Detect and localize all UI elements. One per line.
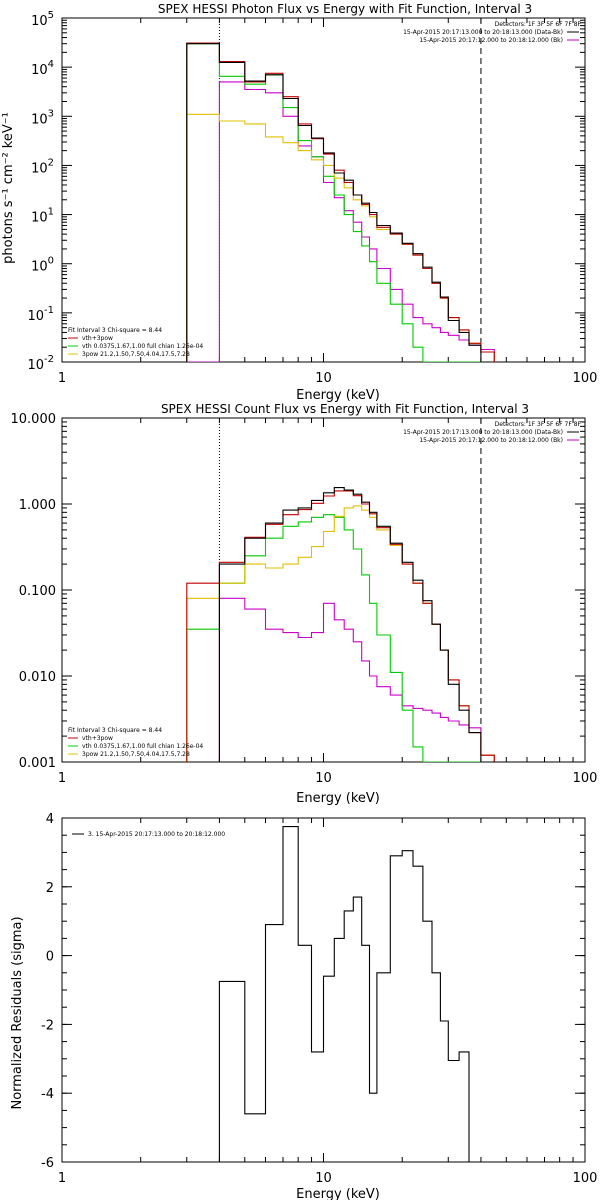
x-axis-label: Energy (keV): [296, 1187, 380, 1200]
fit-legend-entry: vth+3pow: [82, 735, 113, 742]
y-tick-label: 0.010: [19, 670, 56, 685]
fit-legend-entry: 3pow 21.2,1.50,7.50,4.04,17.5,7.28: [82, 751, 190, 758]
x-tick-label: 100: [573, 371, 598, 386]
y-tick-label: 2: [46, 881, 54, 896]
y-tick-label: 0.100: [19, 584, 56, 599]
series-data-line: [186, 43, 495, 362]
y-axis-label: photons s⁻¹ cm⁻² keV⁻¹: [1, 112, 16, 264]
x-tick-label: 100: [573, 1171, 598, 1186]
y-tick-label: 1.000: [19, 498, 56, 513]
fit-legend-header: Fit Interval 3 Chi-square = 8.44: [68, 727, 162, 734]
y-tick-label: 104: [31, 59, 54, 78]
x-axis-label: Energy (keV): [296, 791, 380, 806]
x-tick-label: 10: [315, 1171, 332, 1186]
count-flux-panel: SPEX HESSI Count Flux vs Energy with Fit…: [11, 402, 598, 806]
series-thermal-line: [186, 514, 507, 762]
panel-title: SPEX HESSI Photon Flux vs Energy with Fi…: [158, 2, 532, 16]
y-tick-label: 102: [31, 157, 54, 176]
legend-header: Detectors: 1F 3F 5F 6F 7F 8F: [495, 21, 582, 28]
fit-legend-header: Fit Interval 3 Chi-square = 8.44: [68, 327, 162, 334]
y-tick-label: -2: [41, 1018, 54, 1033]
series-data-line: [218, 826, 470, 1162]
legend-entry: 15-Apr-2015 20:17:12.000 to 20:18:12.000…: [419, 37, 563, 44]
x-tick-label: 10: [315, 371, 332, 386]
panel-title: SPEX HESSI Count Flux vs Energy with Fit…: [161, 402, 529, 416]
y-tick-label: -4: [41, 1087, 54, 1102]
y-tick-label: 101: [31, 207, 54, 226]
legend-entry: 15-Apr-2015 20:17:12.000 to 20:18:12.000…: [419, 437, 563, 444]
fit-legend-entry: vth 0.0375,1.67,1.00 full chian 1.26e-04: [82, 743, 203, 750]
legend-entry: 15-Apr-2015 20:17:13.000 to 20:18:13.000…: [403, 429, 563, 436]
series-background-line: [186, 597, 507, 762]
y-axis-label: Normalized Residuals (sigma): [10, 916, 25, 1109]
x-tick-label: 1: [58, 1171, 66, 1186]
x-tick-label: 100: [573, 771, 598, 786]
y-tick-label: 105: [31, 10, 54, 29]
y-tick-label: 10-2: [27, 354, 54, 373]
y-tick-label: 10.000: [11, 412, 57, 427]
y-tick-label: 100: [31, 256, 54, 275]
y-tick-label: 0: [46, 950, 54, 965]
photon-flux-panel: SPEX HESSI Photon Flux vs Energy with Fi…: [1, 2, 597, 403]
x-tick-label: 1: [58, 371, 66, 386]
y-tick-label: 10-1: [27, 305, 54, 324]
y-tick-label: 0.001: [19, 756, 56, 771]
legend-entry: 15-Apr-2015 20:17:13.000 to 20:18:13.000…: [403, 29, 563, 36]
fit-legend-entry: 3pow 21.2,1.50,7.50,4.04,17.5,7.28: [82, 351, 190, 358]
legend-header: Detectors: 1F 3F 5F 6F 7F 8F: [495, 421, 582, 428]
x-tick-label: 10: [315, 771, 332, 786]
fit-legend-entry: vth+3pow: [82, 335, 113, 342]
y-tick-label: -6: [41, 1156, 54, 1171]
x-tick-label: 1: [58, 771, 66, 786]
series-data-line: [186, 487, 507, 762]
residuals-panel: Energy (keV) Normalized Residuals (sigma…: [10, 812, 597, 1200]
legend-entry: 3. 15-Apr-2015 20:17:13.000 to 20:18:12.…: [88, 831, 225, 838]
y-tick-label: 4: [46, 812, 54, 827]
y-tick-label: 103: [31, 108, 54, 127]
x-axis-label: Energy (keV): [296, 388, 380, 403]
fit-legend-entry: vth 0.0375,1.67,1.00 full chian 1.26e-04: [82, 343, 203, 350]
